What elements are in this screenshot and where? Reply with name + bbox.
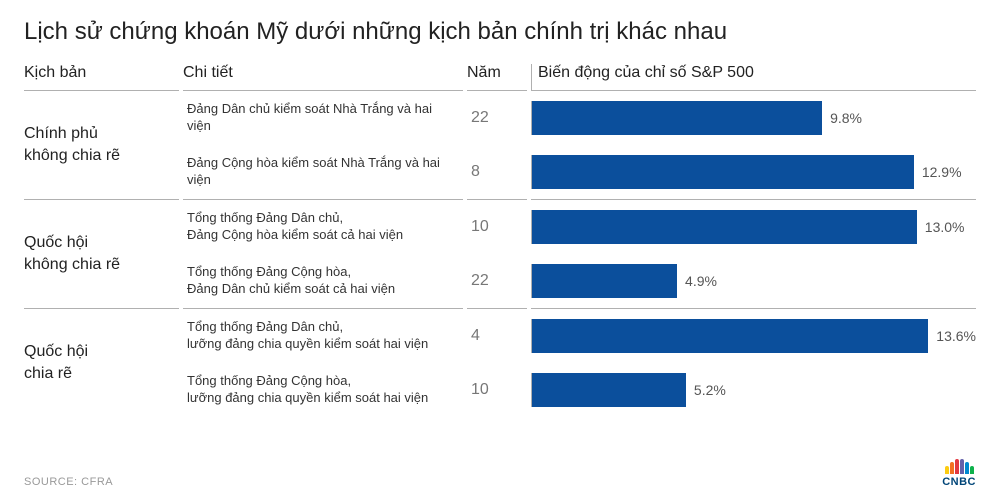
years-cell: 8: [467, 145, 527, 200]
bar-track: 12.9%: [531, 155, 976, 189]
peacock-icon: [945, 459, 974, 474]
group-label: Chính phủkhông chia rẽ: [24, 91, 179, 200]
sp500-bar: [532, 210, 917, 244]
bar-track: 13.6%: [531, 319, 976, 353]
years-cell: 22: [467, 91, 527, 145]
detail-cell: Tổng thống Đảng Dân chủ,Đảng Cộng hòa ki…: [183, 200, 463, 254]
detail-cell: Tổng thống Đảng Dân chủ,lưỡng đảng chia …: [183, 309, 463, 363]
bar-value-label: 9.8%: [830, 110, 862, 126]
page-title: Lịch sử chứng khoán Mỹ dưới những kịch b…: [24, 18, 976, 46]
peacock-feather-icon: [955, 459, 959, 474]
bar-cell: 13.6%: [531, 309, 976, 363]
bar-cell: 5.2%: [531, 363, 976, 417]
years-cell: 4: [467, 309, 527, 363]
sp500-bar: [532, 155, 914, 189]
footer: SOURCE: CFRA CNBC: [24, 459, 976, 488]
peacock-feather-icon: [945, 466, 949, 474]
group-label: Quốc hộichia rẽ: [24, 309, 179, 417]
sp500-bar: [532, 101, 822, 135]
sp500-bar: [532, 319, 928, 353]
bar-cell: 4.9%: [531, 254, 976, 309]
detail-cell: Tổng thống Đảng Cộng hòa,lưỡng đảng chia…: [183, 363, 463, 417]
bar-cell: 12.9%: [531, 145, 976, 200]
bar-value-label: 5.2%: [694, 382, 726, 398]
cnbc-logo-text: CNBC: [942, 476, 976, 488]
col-header-change: Biến động của chỉ số S&P 500: [531, 64, 976, 91]
bar-value-label: 4.9%: [685, 273, 717, 289]
peacock-feather-icon: [950, 462, 954, 474]
col-header-scenario: Kịch bản: [24, 64, 179, 91]
col-header-detail: Chi tiết: [183, 64, 463, 91]
col-header-years: Năm: [467, 64, 527, 91]
bar-track: 4.9%: [531, 264, 976, 298]
source-label: SOURCE: CFRA: [24, 476, 113, 488]
peacock-feather-icon: [965, 462, 969, 474]
bar-value-label: 12.9%: [922, 164, 962, 180]
peacock-feather-icon: [970, 466, 974, 474]
peacock-feather-icon: [960, 459, 964, 474]
bar-track: 13.0%: [531, 210, 976, 244]
group-label: Quốc hộikhông chia rẽ: [24, 200, 179, 309]
bar-cell: 9.8%: [531, 91, 976, 145]
bar-cell: 13.0%: [531, 200, 976, 254]
bar-value-label: 13.0%: [925, 219, 965, 235]
years-cell: 22: [467, 254, 527, 309]
bar-value-label: 13.6%: [936, 328, 976, 344]
detail-cell: Tổng thống Đảng Cộng hòa,Đảng Dân chủ ki…: [183, 254, 463, 309]
cnbc-logo: CNBC: [942, 459, 976, 488]
bar-track: 5.2%: [531, 373, 976, 407]
sp500-bar: [532, 264, 677, 298]
sp500-bar: [532, 373, 686, 407]
chart-table: Kịch bảnChi tiếtNămBiến động của chỉ số …: [24, 64, 976, 417]
years-cell: 10: [467, 363, 527, 417]
detail-cell: Đảng Dân chủ kiểm soát Nhà Trắng và hai …: [183, 91, 463, 145]
detail-cell: Đảng Cộng hòa kiểm soát Nhà Trắng và hai…: [183, 145, 463, 200]
years-cell: 10: [467, 200, 527, 254]
bar-track: 9.8%: [531, 101, 976, 135]
